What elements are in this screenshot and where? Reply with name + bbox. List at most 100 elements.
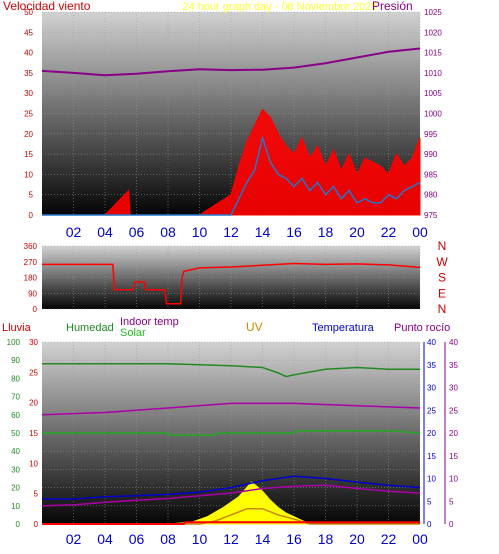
dewpoint-tick-label: 10 xyxy=(449,475,458,484)
panel3-series xyxy=(41,363,421,525)
compass-label: W xyxy=(436,255,448,269)
uv-tick-label: 5 xyxy=(34,490,39,499)
wind-direction-line xyxy=(42,262,421,305)
time-tick-label: 14 xyxy=(255,224,271,240)
panel3-time-axis: 02 04 06 08 10 12 14 16 18 20 22 00 xyxy=(66,531,428,547)
time-tick-label: 12 xyxy=(223,224,239,240)
pressure-tick-label: 1000 xyxy=(424,110,442,119)
temperature-tick-label: 40 xyxy=(427,338,436,347)
time-tick-label: 18 xyxy=(318,224,334,240)
humidity-line xyxy=(42,363,420,378)
uv-tick-label: 15 xyxy=(29,429,38,438)
time-tick-label: 00 xyxy=(412,224,428,240)
rain-tick-label: 70 xyxy=(11,393,20,402)
time-tick-label: 10 xyxy=(192,531,208,547)
dewpoint-tick-label: 25 xyxy=(449,406,458,415)
rain-tick-label: 90 xyxy=(11,356,20,365)
time-tick-label: 22 xyxy=(381,224,397,240)
time-tick-label: 14 xyxy=(255,531,271,547)
humidity-label: Humedad xyxy=(66,322,114,334)
dewpoint-tick-label: 15 xyxy=(449,452,458,461)
panel2-grid xyxy=(42,245,421,310)
dewpoint-tick-label: 20 xyxy=(449,429,458,438)
wind-label: Velocidad viento xyxy=(3,0,91,13)
time-tick-label: 20 xyxy=(349,224,365,240)
wind-tick-label: 20 xyxy=(24,130,33,139)
time-tick-label: 08 xyxy=(160,224,176,240)
panel2-direction-axis: 0 90 180 270 360 xyxy=(24,242,38,314)
panel1-pressure-axis: 975 980 985 990 995 1000 1005 1010 1015 1020 1025 xyxy=(424,8,442,220)
solar-label: Solar xyxy=(120,327,146,339)
dewpoint-tick-label: 5 xyxy=(449,497,454,506)
time-tick-label: 16 xyxy=(286,224,302,240)
indoor-temp-line xyxy=(42,429,421,437)
temperature-tick-label: 10 xyxy=(427,475,436,484)
temperature-label: Temperatura xyxy=(312,322,375,334)
temperature-tick-label: 20 xyxy=(427,429,436,438)
wind-tick-label: 15 xyxy=(24,150,33,159)
time-tick-label: 02 xyxy=(66,224,82,240)
panel3-dewpoint-axis: 0 5 10 15 20 25 30 35 40 xyxy=(449,338,458,529)
temperature-tick-label: 30 xyxy=(427,384,436,393)
pressure-tick-label: 985 xyxy=(424,170,438,179)
temperature-tick-label: 25 xyxy=(427,406,436,415)
rain-tick-label: 30 xyxy=(11,465,20,474)
uv-tick-label: 25 xyxy=(29,368,38,377)
pressure-tick-label: 1025 xyxy=(424,8,442,17)
uv-tick-label: 0 xyxy=(34,520,39,529)
time-tick-label: 06 xyxy=(129,531,145,547)
pressure-label: Presión xyxy=(372,0,413,13)
panel2-series xyxy=(42,262,421,305)
dewpoint-tick-label: 30 xyxy=(449,384,458,393)
dewpoint-tick-label: 35 xyxy=(449,361,458,370)
dewpoint-tick-label: 0 xyxy=(449,520,454,529)
pressure-tick-label: 1010 xyxy=(424,69,442,78)
direction-tick-label: 360 xyxy=(24,242,38,251)
pressure-tick-label: 995 xyxy=(424,130,438,139)
pressure-tick-label: 1015 xyxy=(424,49,442,58)
rain-tick-label: 80 xyxy=(11,374,20,383)
rain-tick-label: 0 xyxy=(16,520,21,529)
compass-label: E xyxy=(438,286,446,300)
wind-tick-label: 45 xyxy=(24,28,33,37)
pressure-tick-label: 980 xyxy=(424,191,438,200)
rain-tick-label: 40 xyxy=(11,447,20,456)
panel1-grid xyxy=(42,11,421,216)
pressure-line xyxy=(41,47,421,77)
wind-tick-label: 30 xyxy=(24,89,33,98)
wind-tick-label: 40 xyxy=(24,49,33,58)
dewpoint-upper-line xyxy=(41,402,421,416)
rain-tick-label: 100 xyxy=(7,338,21,347)
compass-label: N xyxy=(438,302,447,316)
uv-tick-label: 10 xyxy=(29,459,38,468)
pressure-tick-label: 1020 xyxy=(424,28,442,37)
temperature-tick-label: 15 xyxy=(427,452,436,461)
direction-tick-label: 270 xyxy=(24,258,38,267)
dewpoint-label: Punto rocío xyxy=(394,322,450,334)
time-tick-label: 12 xyxy=(223,531,239,547)
direction-tick-label: 0 xyxy=(33,305,38,314)
time-tick-label: 08 xyxy=(160,531,176,547)
wind-tick-label: 50 xyxy=(24,8,33,17)
time-tick-label: 16 xyxy=(286,531,302,547)
uv-tick-label: 30 xyxy=(29,338,38,347)
pressure-tick-label: 975 xyxy=(424,211,438,220)
rain-tick-label: 50 xyxy=(11,429,20,438)
rain-tick-label: 20 xyxy=(11,484,20,493)
wind-average-line xyxy=(42,135,421,216)
panel3-rain-axis: 0 10 20 30 40 50 60 70 80 90 100 xyxy=(7,338,21,529)
wind-tick-label: 5 xyxy=(29,191,34,200)
time-tick-label: 22 xyxy=(381,531,397,547)
temperature-tick-label: 5 xyxy=(427,497,432,506)
time-tick-label: 10 xyxy=(192,224,208,240)
temperature-tick-label: 35 xyxy=(427,361,436,370)
temperature-line xyxy=(42,475,421,500)
wind-tick-label: 0 xyxy=(29,211,34,220)
pressure-tick-label: 990 xyxy=(424,150,438,159)
panel3-uv-axis: 0 5 10 15 20 25 30 xyxy=(29,338,38,529)
